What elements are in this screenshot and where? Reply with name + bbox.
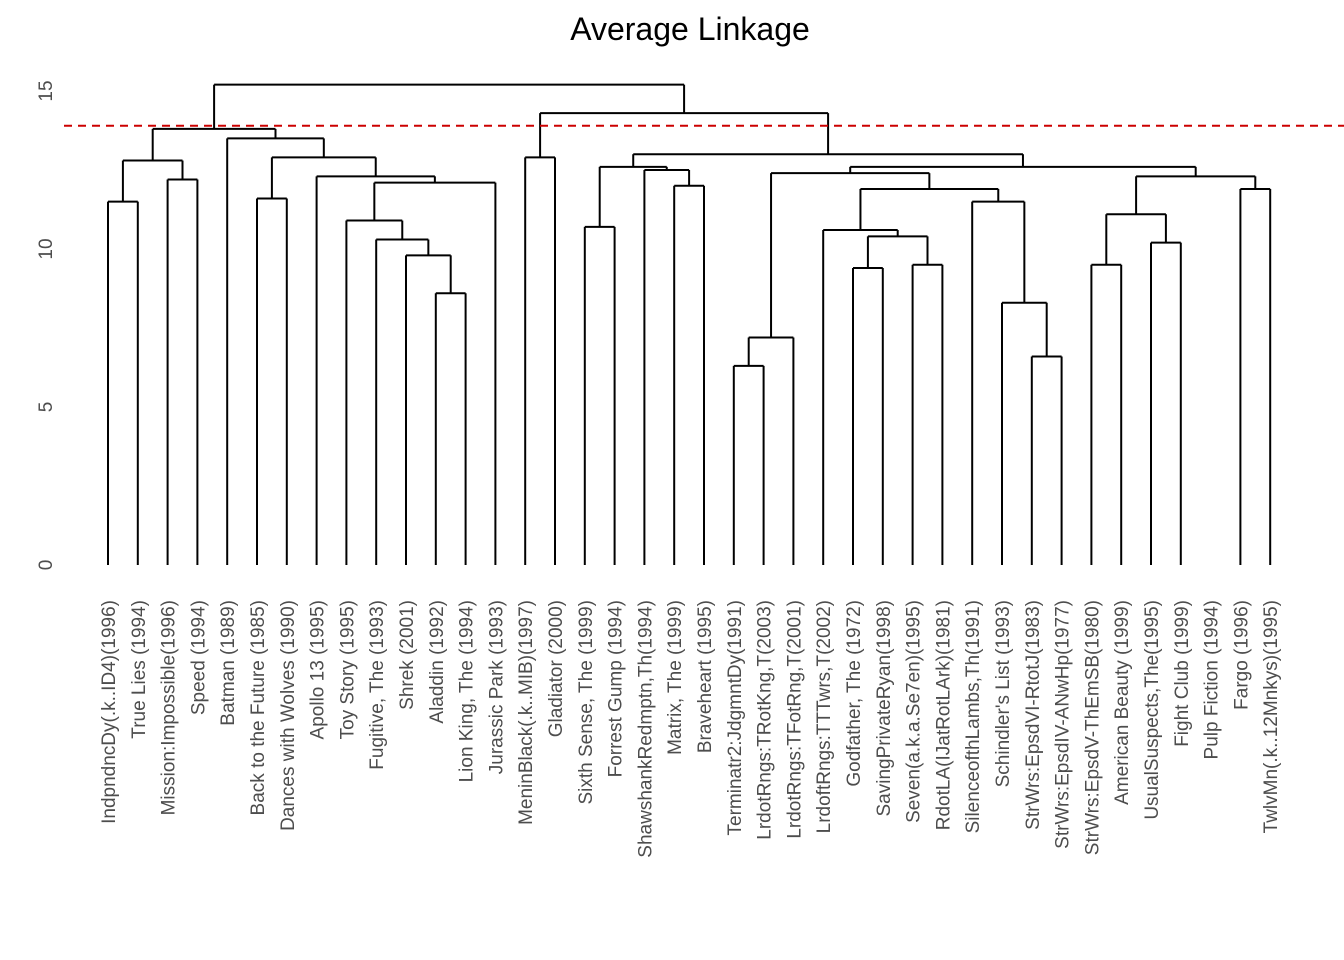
leaf-label: RdotLA(IJatRotLArk)(1981) [933,600,954,830]
leaf-label: IndpndncDy(.k..ID4)(1996) [99,600,120,824]
leaf-label: LrdotRngs:TFotRng,T(2001) [784,600,805,839]
y-tick-label: 15 [36,80,57,101]
leaf-label: LrdoftRngs:TTTwrs,T(2002) [814,600,835,833]
leaf-label: Speed (1994) [188,600,209,715]
leaf-label: Terminatr2:JdgmntDy(1991) [725,600,746,835]
leaf-label: American Beauty (1999) [1112,600,1133,805]
leaf-label: StrWrs:EpsdIV-ANwHp(1977) [1053,600,1074,849]
y-tick-label: 5 [36,402,57,413]
leaf-labels: IndpndncDy(.k..ID4)(1996) True Lies (1994… [99,600,1282,858]
leaf-label: Mission:Impossible(1996) [159,600,180,815]
leaf-label: Sixth Sense, The (1999) [576,600,597,805]
leaf-label: SilenceofthLambs,Th(1991) [963,600,984,833]
leaf-label: Apollo 13 (1995) [308,600,329,739]
leaf-label: True Lies (1994) [129,600,150,739]
leaf-label: Godfather, The (1972) [844,600,865,787]
leaf-label: Jurassic Park (1993) [486,600,507,774]
leaf-label: StrWrs:EpsdVI-RtotJ(1983) [1023,600,1044,830]
leaf-label: Back to the Future (1985) [248,600,269,815]
leaf-label: SavingPrivateRyan(1998) [874,600,895,817]
leaf-label: Dances with Wolves (1990) [278,600,299,831]
y-tick-label: 10 [36,238,57,259]
leaf-label: MeninBlack(.k..MIB)(1997) [516,600,537,825]
leaf-label: Seven(a.k.a.Se7en)(1995) [904,600,925,823]
leaf-label: UsualSuspects,The(1995) [1142,600,1163,820]
leaf-label: Gladiator (2000) [546,600,567,737]
leaf-label: Pulp Fiction (1994) [1202,600,1223,759]
leaf-label: Schindler's List (1993) [993,600,1014,787]
leaf-label: Shrek (2001) [397,600,418,710]
leaf-label: Fugitive, The (1993) [367,600,388,770]
leaf-label: Batman (1989) [218,600,239,726]
leaf-label: Lion King, The (1994) [457,600,478,782]
leaf-label: TwlvMn(.k..12Mnkys)(1995) [1261,600,1282,833]
leaf-label: LrdotRngs:TRotKng,T(2003) [755,600,776,840]
leaf-label: Forrest Gump (1994) [606,600,627,777]
leaf-label: Braveheart (1995) [695,600,716,753]
leaf-label: ShawshankRedmptn,Th(1994) [635,600,656,858]
leaf-label: Aladdin (1992) [427,600,448,724]
leaf-label: StrWrs:EpsdV-ThEmSB(1980) [1082,600,1103,855]
y-tick-label: 0 [36,560,57,571]
leaf-label: Matrix, The (1999) [665,600,686,755]
chart-title: Average Linkage [570,11,810,47]
leaf-label: Fight Club (1999) [1172,600,1193,747]
leaf-label: Fargo (1996) [1231,600,1252,710]
y-axis: 0 5 10 15 [36,80,57,571]
leaf-label: Toy Story (1995) [337,600,358,739]
dendrogram-branches [107,83,1272,565]
